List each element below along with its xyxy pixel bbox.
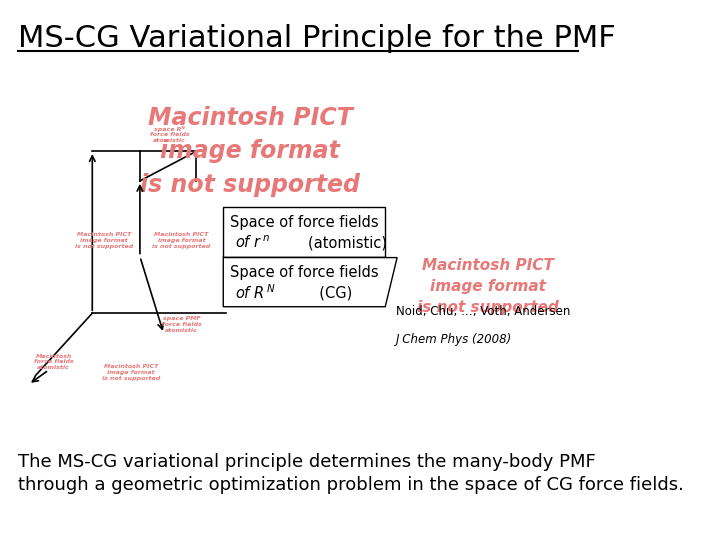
Text: space Rᴺ
force fields
atomistic: space Rᴺ force fields atomistic [150,125,189,143]
Text: space PMF
force fields
atomistic: space PMF force fields atomistic [162,316,202,333]
Text: Noid, Chu, …, Voth, Andersen: Noid, Chu, …, Voth, Andersen [396,305,570,318]
FancyBboxPatch shape [223,207,385,256]
Text: Macintosh PICT
image format
is not supported: Macintosh PICT image format is not suppo… [418,258,559,315]
Text: The MS-CG variational principle determines the many-body PMF: The MS-CG variational principle determin… [18,454,595,471]
Text: of $r^{\,n}$: of $r^{\,n}$ [235,235,270,251]
Text: Macintosh PICT
image format
is not supported: Macintosh PICT image format is not suppo… [75,232,133,248]
Text: Macintosh PICT
image format
is not supported: Macintosh PICT image format is not suppo… [153,232,211,248]
Text: Space of force fields: Space of force fields [230,215,379,230]
Text: Macintosh PICT
image format
is not supported: Macintosh PICT image format is not suppo… [102,364,160,381]
Text: Macintosh
force fields
atomistic: Macintosh force fields atomistic [34,354,73,370]
Polygon shape [223,258,397,307]
Text: MS-CG Variational Principle for the PMF: MS-CG Variational Principle for the PMF [18,24,616,53]
Text: (atomistic): (atomistic) [271,235,387,251]
Text: through a geometric optimization problem in the space of CG force fields.: through a geometric optimization problem… [18,476,684,494]
Text: Macintosh PICT
image format
is not supported: Macintosh PICT image format is not suppo… [140,106,360,197]
Text: J Chem Phys (2008): J Chem Phys (2008) [396,333,512,346]
Text: Space of force fields: Space of force fields [230,265,379,280]
Text: (CG): (CG) [273,285,352,300]
Text: of $R^{\,N}$: of $R^{\,N}$ [235,284,276,302]
